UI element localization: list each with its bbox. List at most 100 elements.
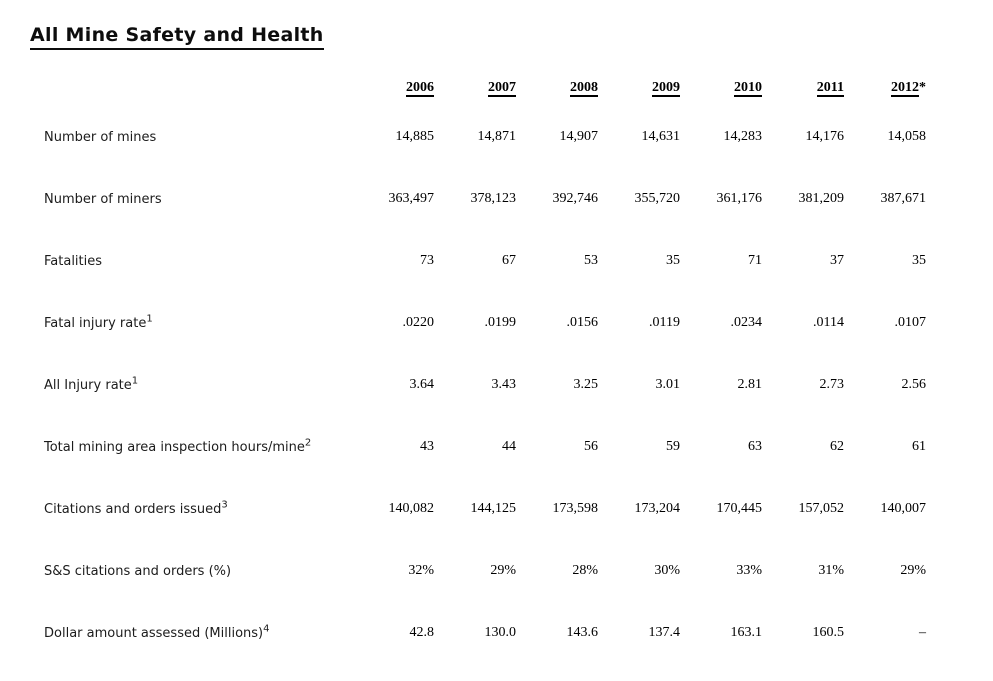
value-cell: 361,176 [716, 191, 763, 206]
value-cell: 14,176 [805, 129, 845, 144]
table-row: Fatalities 73 67 53 35 71 37 35 [30, 230, 926, 292]
value-cell: .0107 [894, 315, 927, 330]
value-cell: 144,125 [470, 501, 517, 516]
year-column-header: 2010 [680, 70, 762, 106]
footnote-marker: 4 [263, 623, 270, 635]
row-label: Dollar amount assessed (Millions)4 [44, 623, 270, 641]
value-cell: 392,746 [552, 191, 599, 206]
value-cell: .0199 [484, 315, 517, 330]
value-cell: 3.43 [491, 377, 517, 392]
table-row: Total mining area inspection hours/mine2… [30, 416, 926, 478]
value-cell: 35 [666, 253, 680, 268]
page-title: All Mine Safety and Health [30, 24, 324, 50]
value-cell: 170,445 [716, 501, 763, 516]
year-column-header: 2008 [516, 70, 598, 106]
table-row: Fatal injury rate1 .0220 .0199 .0156 .0119 .0… [30, 292, 926, 354]
value-cell: 30% [654, 563, 680, 578]
value-cell: 3.25 [573, 377, 599, 392]
value-cell: 130.0 [484, 625, 517, 640]
value-cell: 42.8 [409, 625, 435, 640]
value-cell: 29% [490, 563, 516, 578]
table-row: Number of mines 14,885 14,871 14,907 14,631 1… [30, 106, 926, 168]
table-body: Number of mines 14,885 14,871 14,907 14,631 1… [30, 106, 926, 664]
year-label: 2008 [570, 79, 598, 97]
value-cell: 63 [748, 439, 762, 454]
value-cell: 387,671 [880, 191, 927, 206]
year-column-header: 2007 [434, 70, 516, 106]
value-cell: 53 [584, 253, 598, 268]
table-row: Citations and orders issued3 140,082 144,1… [30, 478, 926, 540]
row-label: S&S citations and orders (%) [44, 563, 232, 579]
value-cell: 14,283 [723, 129, 763, 144]
value-cell: 2.56 [901, 377, 927, 392]
value-cell: 143.6 [566, 625, 599, 640]
value-cell: 33% [736, 563, 762, 578]
value-cell: 160.5 [812, 625, 845, 640]
value-cell: 73 [420, 253, 434, 268]
value-cell: 363,497 [388, 191, 435, 206]
value-cell: 29% [900, 563, 926, 578]
value-cell: 44 [502, 439, 516, 454]
row-label: Total mining area inspection hours/mine2 [44, 437, 312, 455]
row-label: All Injury rate1 [44, 375, 139, 393]
value-cell: 163.1 [730, 625, 763, 640]
value-cell: 2.81 [737, 377, 763, 392]
value-cell: 43 [420, 439, 434, 454]
value-cell: 173,598 [552, 501, 599, 516]
value-cell: 67 [502, 253, 516, 268]
value-cell: 173,204 [634, 501, 681, 516]
footnote-marker: 1 [131, 375, 139, 387]
value-cell: .0234 [730, 315, 763, 330]
value-cell: 32% [408, 563, 434, 578]
value-cell: 140,082 [388, 501, 435, 516]
value-cell: 137.4 [648, 625, 681, 640]
value-cell: 378,123 [470, 191, 517, 206]
year-label: 2006 [406, 79, 434, 97]
value-cell: 31% [818, 563, 844, 578]
value-cell: 157,052 [798, 501, 845, 516]
year-label: 2011 [816, 79, 844, 97]
row-label: Fatalities [44, 253, 103, 269]
corner-spacer [30, 70, 352, 106]
mine-safety-table: 2006 2007 2008 2009 2010 2011 2012* Number of … [30, 70, 926, 664]
value-cell: 71 [748, 253, 762, 268]
row-label: Number of miners [44, 191, 162, 207]
value-cell: 14,631 [641, 129, 681, 144]
value-cell: 3.01 [655, 377, 681, 392]
footnote-marker: 2 [304, 437, 312, 449]
value-cell: 14,058 [887, 129, 927, 144]
value-cell: 14,871 [477, 129, 517, 144]
table-row: S&S citations and orders (%) 32% 29% 28% 30%… [30, 540, 926, 602]
year-label: 2007 [488, 79, 516, 97]
value-cell: 35 [912, 253, 926, 268]
value-cell: 2.73 [819, 377, 845, 392]
value-cell: 56 [584, 439, 598, 454]
value-cell: 14,907 [559, 129, 599, 144]
year-column-header: 2009 [598, 70, 680, 106]
table-row: Dollar amount assessed (Millions)4 42.8 13… [30, 602, 926, 664]
value-cell: .0119 [649, 315, 680, 330]
year-label: 2010 [734, 79, 762, 97]
year-column-header: 2012* [891, 79, 926, 97]
table-header-row: 2006 2007 2008 2009 2010 2011 2012* [30, 70, 926, 106]
row-label: Fatal injury rate1 [44, 313, 153, 331]
year-column-header: 2006 [352, 70, 434, 106]
value-cell: .0156 [566, 315, 599, 330]
value-cell: 59 [666, 439, 680, 454]
table-row: Number of miners 363,497 378,123 392,746 355… [30, 168, 926, 230]
value-cell: .0114 [813, 315, 844, 330]
value-cell: 140,007 [880, 501, 927, 516]
row-label: Number of mines [44, 129, 157, 145]
footnote-marker: 3 [221, 499, 228, 511]
value-cell: 37 [830, 253, 844, 268]
table-row: All Injury rate1 3.64 3.43 3.25 3.01 2.81 2.73… [30, 354, 926, 416]
value-cell: 14,885 [395, 129, 435, 144]
value-cell: .0220 [402, 315, 435, 330]
value-cell: 62 [830, 439, 844, 454]
value-cell: – [919, 625, 926, 640]
page: All Mine Safety and Health 2006 2007 2008 2… [30, 24, 926, 664]
footnote-marker: 1 [146, 313, 153, 325]
year-column-header: 2011 [762, 70, 844, 106]
value-cell: 61 [912, 439, 926, 454]
value-cell: 381,209 [798, 191, 845, 206]
